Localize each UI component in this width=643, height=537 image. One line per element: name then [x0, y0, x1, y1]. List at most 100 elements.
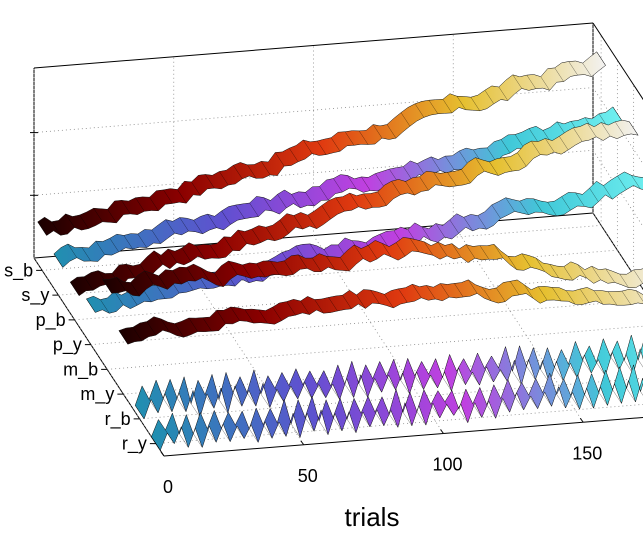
ribbon-edge	[132, 327, 143, 341]
ribbon-edge	[137, 233, 147, 248]
ribbon-edge	[612, 389, 622, 404]
ribbon-edge	[577, 264, 587, 279]
ribbon-edge	[514, 134, 525, 149]
ribbon-edge	[519, 200, 529, 215]
ribbon-edge	[523, 284, 534, 299]
x-tick-mark	[300, 440, 305, 446]
ribbon-edge	[600, 122, 611, 137]
ribbon-edge	[258, 309, 268, 324]
ribbon-surface	[69, 119, 639, 296]
ribbon-edge	[435, 223, 445, 238]
ribbon-edge	[395, 242, 406, 257]
ribbon-edge	[551, 287, 562, 302]
ribbon-edge	[428, 100, 439, 114]
ribbon-edge	[332, 417, 343, 432]
y-tick-label: r_b	[105, 409, 131, 430]
x-tick-mark	[579, 417, 584, 423]
ribbon-edge	[540, 76, 550, 91]
ribbon-edge	[274, 388, 285, 402]
axis-edge	[33, 22, 594, 69]
ribbon-surface	[118, 279, 643, 345]
grid-line	[107, 325, 643, 370]
ribbon-edge	[204, 394, 215, 409]
ribbon-edge	[426, 285, 436, 300]
ribbon-edge	[109, 238, 119, 253]
ribbon-edge	[163, 189, 173, 204]
ribbon-edge	[619, 273, 629, 288]
x-tick-mark	[440, 429, 444, 434]
ribbon-edge	[330, 137, 341, 152]
ribbon-edge	[190, 403, 201, 418]
ribbon-edge	[358, 130, 369, 145]
ribbon-edge	[135, 197, 145, 212]
ribbon-edge	[333, 178, 343, 193]
ribbon-edge	[614, 121, 625, 136]
ribbon-edge	[633, 269, 643, 284]
ribbon-edge	[195, 245, 206, 260]
ribbon-edge	[598, 391, 608, 406]
ribbon-edge	[160, 318, 170, 333]
ribbon-edge	[565, 290, 576, 305]
ribbon-edge	[444, 155, 455, 170]
ribbon-edge	[428, 374, 438, 388]
ribbon-edge	[526, 74, 536, 89]
ribbon-edge	[386, 376, 396, 391]
ribbon-edge	[179, 433, 189, 448]
x-tick-label: 150	[572, 443, 602, 463]
ribbon-edge	[461, 169, 471, 184]
ribbon-edge	[593, 290, 604, 305]
ribbon-edge	[628, 121, 639, 136]
ribbon-edge	[360, 413, 371, 428]
ribbon-edge	[498, 86, 508, 101]
x-tick-label: 50	[298, 466, 318, 486]
ribbon-edge	[174, 323, 184, 338]
ribbon-edge	[316, 384, 326, 398]
ribbon-edge	[191, 181, 201, 196]
ribbon-edge	[83, 276, 94, 291]
ribbon-edge	[500, 398, 510, 413]
ribbon-edge	[416, 411, 427, 426]
ribbon-edge	[582, 359, 592, 374]
ribbon-edge	[570, 395, 580, 410]
ribbon-surface	[53, 106, 623, 268]
x-axis-ticks: 050100150200	[160, 417, 602, 497]
ribbon-edge	[51, 221, 61, 236]
ribbon-edge	[377, 191, 387, 206]
ribbon-edge	[573, 127, 583, 142]
y-tick-label: p_y	[53, 335, 82, 356]
ribbon-edge	[454, 283, 464, 298]
ribbon-edge	[556, 394, 566, 409]
x-tick-mark	[160, 451, 165, 457]
ribbon-edge	[591, 266, 601, 280]
ribbon-edge	[326, 256, 336, 270]
ribbon-edge	[367, 245, 378, 260]
ribbon-edge	[193, 433, 203, 448]
ribbon-edge	[575, 192, 585, 207]
x-axis-title: trials	[345, 502, 400, 532]
ribbon-edge	[186, 267, 196, 282]
ribbon-edge	[484, 368, 494, 383]
ribbon-edge	[353, 244, 364, 259]
ribbon-edge	[400, 112, 411, 127]
ribbon-edge	[375, 173, 385, 188]
ribbon-edge	[456, 96, 467, 110]
grid-lines	[30, 23, 643, 457]
ribbon-edge	[286, 301, 296, 316]
ribbon-edge	[216, 310, 226, 324]
ribbon-edge	[256, 263, 266, 278]
ribbon-edge	[584, 394, 594, 409]
ribbon-edge	[242, 264, 252, 279]
x-tick-label: 0	[163, 477, 173, 497]
ribbon-edge	[635, 290, 643, 302]
ribbon-edge	[503, 157, 513, 172]
ribbon-edge	[596, 51, 606, 66]
ribbon-edge	[302, 384, 313, 399]
ribbon-edge	[440, 283, 450, 298]
y-tick-label: p_b	[36, 310, 66, 331]
ribbon-edge	[290, 423, 301, 438]
ribbon-edge	[249, 202, 259, 217]
ribbon-edge	[260, 393, 271, 408]
ribbon-edge	[349, 193, 359, 207]
ribbon-r_y	[151, 364, 643, 451]
ribbon-edge	[528, 394, 538, 409]
